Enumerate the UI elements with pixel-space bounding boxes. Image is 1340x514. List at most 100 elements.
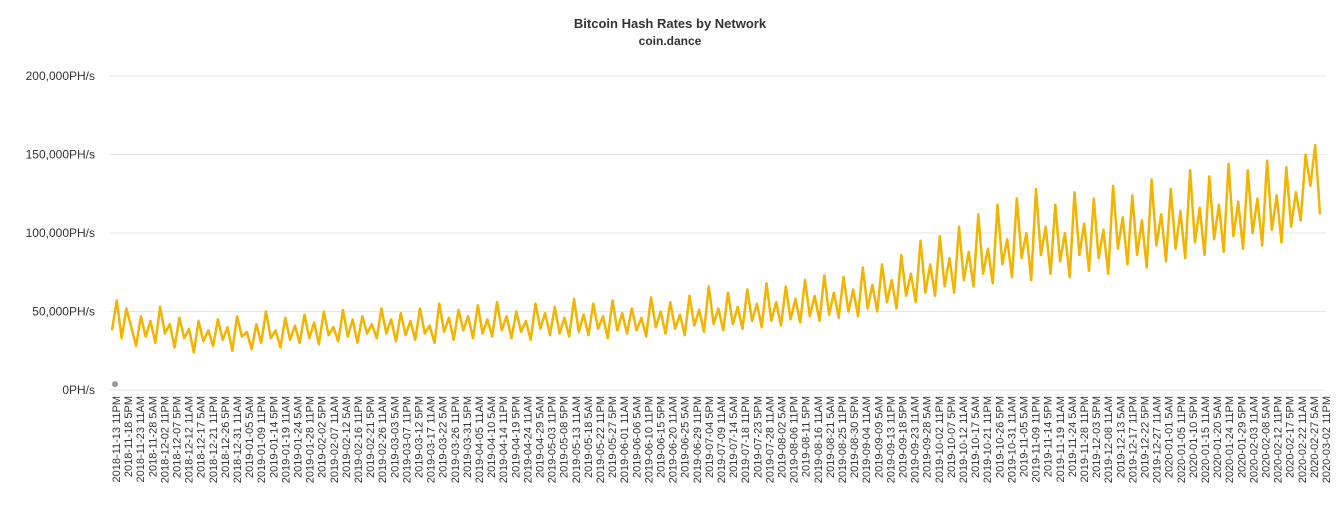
x-tick-label: 2020-01-29 5PM	[1236, 396, 1248, 478]
x-tick-label: 2019-01-05 5AM	[244, 396, 256, 478]
x-tick-label: 2019-11-24 5AM	[1067, 396, 1079, 477]
x-axis: 2018-11-13 11PM 2018-11-18 5PM 2018-11-23 …	[111, 396, 1333, 483]
x-tick-label: 2019-03-17 11AM	[426, 396, 438, 483]
x-tick-label: 2019-02-21 5PM	[365, 396, 377, 478]
x-tick-label: 2019-12-27 11AM	[1152, 396, 1164, 483]
x-tick-label: 2019-08-11 5PM	[801, 396, 813, 477]
x-tick-label: 2020-02-17 5PM	[1285, 396, 1297, 478]
x-tick-label: 2019-03-07 11PM	[401, 396, 413, 483]
x-tick-label: 2019-10-31 11AM	[1006, 396, 1018, 483]
x-tick-label: 2018-12-07 5PM	[172, 396, 184, 478]
x-tick-label: 2019-01-09 11PM	[256, 396, 268, 483]
y-axis: 0PH/s 50,000PH/s 100,000PH/s 150,000PH/s 200…	[26, 69, 95, 397]
x-tick-label: 2020-01-20 5AM	[1212, 396, 1224, 478]
x-tick-label: 2018-11-13 11PM	[111, 396, 123, 482]
x-tick-label: 2020-03-02 11PM	[1321, 396, 1333, 483]
x-tick-label: 2019-03-22 5AM	[438, 396, 450, 478]
x-tick-label: 2019-06-01 11AM	[619, 396, 631, 483]
x-tick-label: 2019-03-26 11PM	[450, 396, 462, 483]
x-tick-label: 2019-08-25 11PM	[837, 396, 849, 483]
x-tick-label: 2019-02-07 11AM	[329, 396, 341, 483]
x-tick-label: 2018-12-12 11AM	[184, 396, 196, 483]
x-tick-label: 2019-08-21 5AM	[825, 396, 837, 478]
x-tick-label: 2019-04-05 11AM	[474, 396, 486, 483]
x-tick-label: 2019-09-23 11AM	[910, 396, 922, 483]
x-tick-label: 2019-03-12 5PM	[414, 396, 426, 478]
x-tick-label: 2019-04-29 5AM	[535, 396, 547, 478]
x-tick-label: 2019-10-12 11AM	[958, 396, 970, 483]
x-tick-label: 2019-12-08 11AM	[1103, 396, 1115, 483]
x-tick-label: 2020-02-27 5AM	[1309, 396, 1321, 478]
x-tick-label: 2019-06-25 5AM	[680, 396, 692, 478]
chart-subtitle: coin.dance	[638, 34, 702, 48]
x-tick-label: 2019-04-14 11PM	[498, 396, 510, 483]
x-tick-label: 2019-10-26 5PM	[994, 396, 1006, 478]
y-tick-label: 100,000PH/s	[26, 226, 95, 240]
x-tick-label: 2019-12-17 11PM	[1127, 396, 1139, 483]
x-tick-label: 2019-05-27 5PM	[607, 396, 619, 478]
x-tick-label: 2020-01-01 5AM	[1164, 396, 1176, 478]
y-tick-label: 0PH/s	[62, 383, 95, 397]
x-tick-label: 2019-10-17 5AM	[970, 396, 982, 478]
x-tick-label: 2019-02-26 11AM	[377, 396, 389, 483]
x-tick-label: 2019-10-07 5PM	[946, 396, 958, 478]
x-tick-label: 2018-12-26 5PM	[220, 396, 232, 478]
x-tick-label: 2019-01-19 11AM	[280, 396, 292, 483]
x-tick-label: 2019-02-12 5AM	[341, 396, 353, 478]
x-tick-label: 2019-04-19 5PM	[510, 396, 522, 478]
x-tick-label: 2018-12-02 11PM	[159, 396, 171, 483]
x-tick-label: 2020-02-22 11AM	[1297, 396, 1309, 483]
hash-rate-series-line	[110, 143, 1322, 354]
x-tick-label: 2019-05-18 5AM	[583, 396, 595, 478]
x-tick-label: 2019-07-28 11AM	[764, 396, 776, 483]
x-tick-label: 2019-08-06 11PM	[789, 396, 801, 483]
x-tick-label: 2018-12-31 11AM	[232, 396, 244, 483]
x-tick-label: 2019-05-13 11AM	[571, 396, 583, 483]
x-tick-label: 2019-08-30 5PM	[849, 396, 861, 478]
x-tick-label: 2020-01-05 11PM	[1176, 396, 1188, 483]
x-tick-label: 2019-05-03 11PM	[547, 396, 559, 483]
x-tick-label: 2019-07-18 11PM	[740, 396, 752, 483]
x-tick-label: 2019-07-23 5PM	[752, 396, 764, 478]
x-tick-label: 2018-11-28 5AM	[147, 396, 159, 477]
x-tick-label: 2020-02-03 11AM	[1248, 396, 1260, 483]
x-tick-label: 2019-09-13 11PM	[885, 396, 897, 483]
x-tick-label: 2019-09-09 5AM	[873, 396, 885, 478]
x-tick-label: 2019-06-29 11PM	[692, 396, 704, 483]
x-tick-label: 2019-01-28 11PM	[305, 396, 317, 483]
x-tick-label: 2018-12-17 5AM	[196, 396, 208, 478]
x-tick-label: 2019-08-16 11AM	[813, 396, 825, 483]
x-tick-label: 2020-01-24 11PM	[1224, 396, 1236, 483]
x-tick-label: 2019-06-10 11PM	[643, 396, 655, 483]
x-tick-label: 2019-10-21 11PM	[982, 396, 994, 483]
x-tick-label: 2019-05-08 5PM	[559, 396, 571, 478]
x-tick-label: 2019-03-31 5PM	[462, 396, 474, 478]
x-tick-label: 2018-11-18 5PM	[123, 396, 135, 477]
x-tick-label: 2019-02-02 5PM	[317, 396, 329, 478]
x-tick-label: 2019-12-13 5AM	[1115, 396, 1127, 478]
x-tick-label: 2019-10-02 11PM	[934, 396, 946, 483]
x-tick-label: 2019-02-16 11PM	[353, 396, 365, 483]
x-tick-label: 2019-01-14 5PM	[268, 396, 280, 478]
chart-title: Bitcoin Hash Rates by Network	[573, 16, 767, 31]
x-tick-label: 2019-07-14 5AM	[728, 396, 740, 478]
x-tick-label: 2019-11-14 5PM	[1043, 396, 1055, 477]
x-tick-label: 2019-11-19 11AM	[1055, 396, 1067, 482]
x-tick-label: 2019-06-15 5PM	[656, 396, 668, 478]
x-tick-label: 2019-09-28 5AM	[922, 396, 934, 478]
y-tick-label: 150,000PH/s	[26, 148, 95, 162]
plot-area	[110, 143, 1322, 388]
x-tick-label: 2019-06-06 5AM	[631, 396, 643, 478]
x-tick-label: 2019-11-09 11PM	[1031, 396, 1043, 482]
x-tick-label: 2020-02-12 11PM	[1273, 396, 1285, 483]
x-tick-label: 2018-12-21 11PM	[208, 396, 220, 483]
x-tick-label: 2019-09-18 5PM	[898, 396, 910, 478]
x-tick-label: 2019-11-28 11PM	[1079, 396, 1091, 482]
x-tick-label: 2019-01-24 5AM	[293, 396, 305, 478]
x-tick-label: 2020-02-08 5AM	[1261, 396, 1273, 478]
x-tick-label: 2019-07-09 11AM	[716, 396, 728, 483]
x-tick-label: 2019-03-03 5AM	[389, 396, 401, 478]
x-tick-label: 2020-01-10 5PM	[1188, 396, 1200, 478]
x-tick-label: 2019-07-04 5PM	[704, 396, 716, 478]
